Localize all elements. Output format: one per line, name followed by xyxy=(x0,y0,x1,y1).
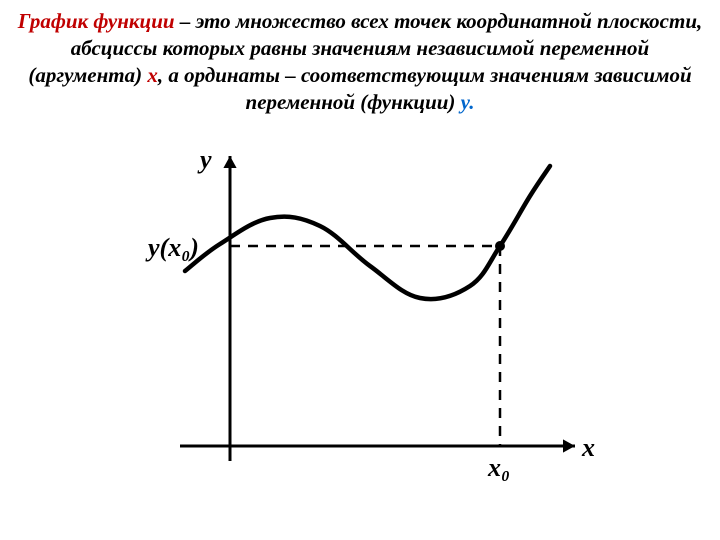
x-variable: x xyxy=(147,63,158,87)
function-curve xyxy=(185,166,550,299)
point-x0 xyxy=(495,241,505,251)
y-variable: y xyxy=(461,90,470,114)
x-axis-arrow-icon xyxy=(563,439,575,452)
function-graph-diagram: y x y(x₀) x₀ xyxy=(120,126,600,506)
heading-part2: , а ординаты – соответствующим значениям… xyxy=(158,63,692,114)
y-axis-arrow-icon xyxy=(223,156,236,168)
x0-label: x₀ xyxy=(487,453,510,482)
y-of-x0-label: y(x₀) xyxy=(145,233,199,262)
definition-heading: График функции – это множество всех точе… xyxy=(0,0,720,116)
term-graph-of-function: График функции xyxy=(18,9,175,33)
y-axis-label: y xyxy=(197,145,212,174)
x-axis-label: x xyxy=(581,433,595,462)
chart-container: y x y(x₀) x₀ xyxy=(0,126,720,506)
heading-period: . xyxy=(469,90,474,114)
